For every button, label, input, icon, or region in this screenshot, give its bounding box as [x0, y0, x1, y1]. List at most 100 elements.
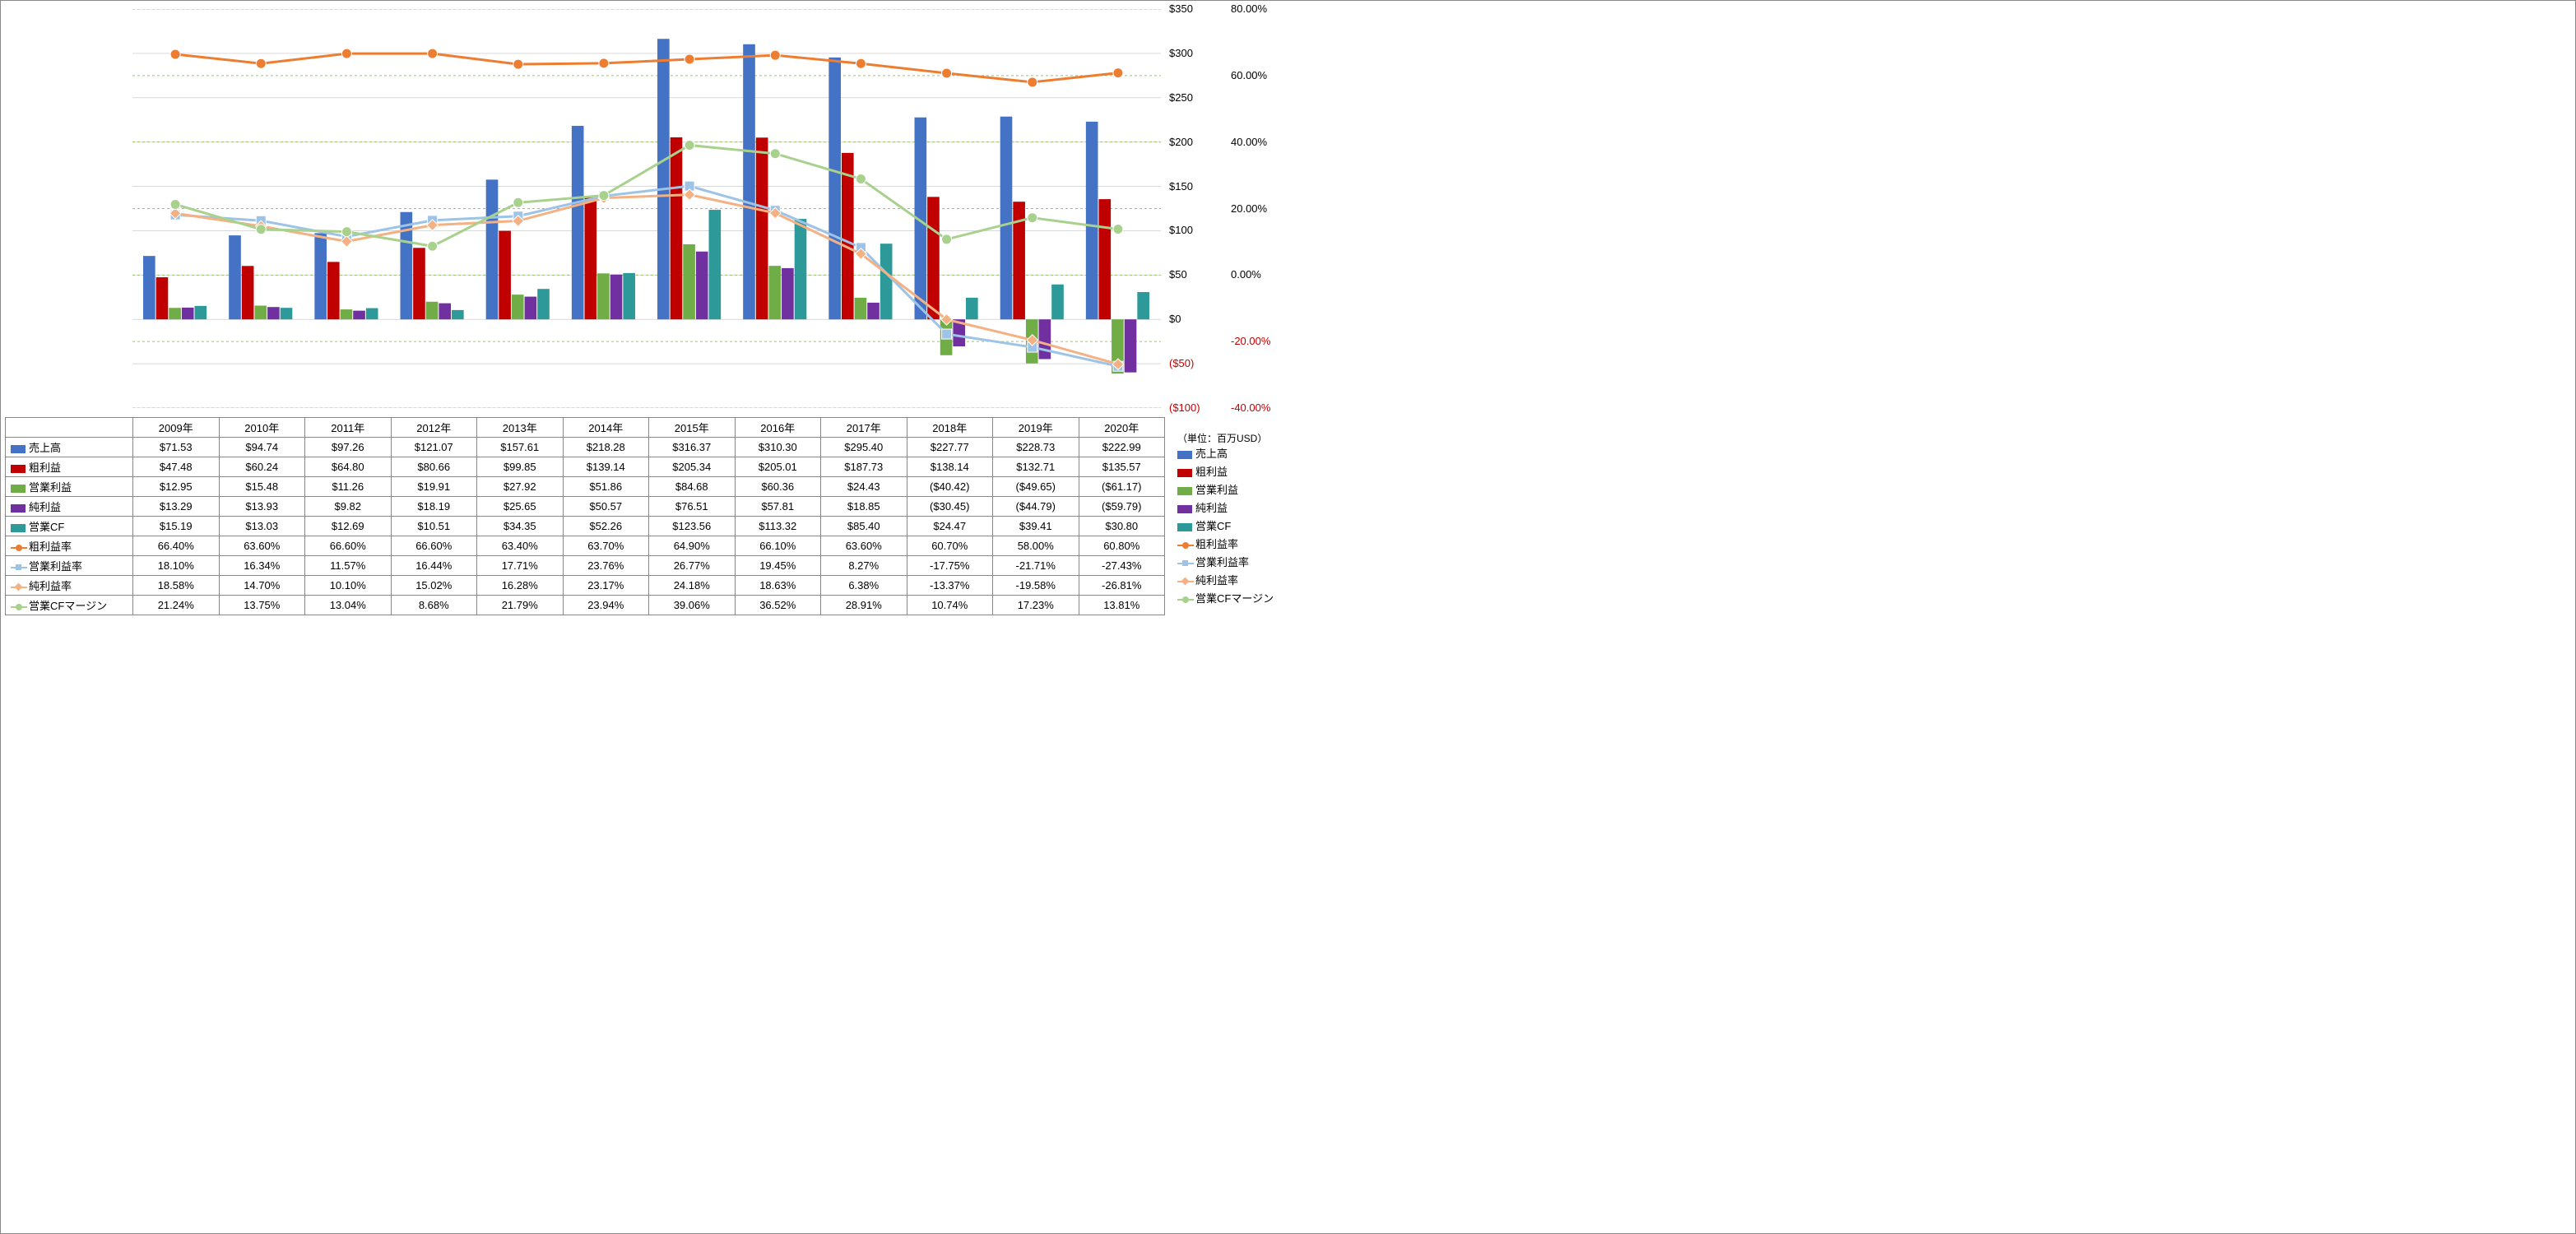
unit-label: （単位：百万USD） [1177, 431, 1267, 445]
row-label-cfm: 営業CFマージン [6, 596, 133, 615]
y-left-tick: $150 [1169, 180, 1193, 193]
row-label-net: 純利益 [6, 497, 133, 517]
marker-cfm [856, 174, 866, 183]
cell: 18.58% [133, 576, 220, 596]
marker-cfm [942, 234, 952, 244]
bar-net [439, 304, 451, 320]
cell: $218.28 [563, 438, 649, 457]
cell: -27.43% [1079, 556, 1165, 576]
legend-item-revenue: 売上高 [1177, 445, 1284, 463]
cell: $18.85 [821, 497, 907, 517]
marker-gm [599, 58, 609, 68]
y-left-tick: $300 [1169, 47, 1193, 59]
cell: 15.02% [391, 576, 477, 596]
cell: 63.60% [219, 536, 305, 556]
bar-ocf [623, 273, 635, 319]
cell: 16.34% [219, 556, 305, 576]
cell: 39.06% [649, 596, 736, 615]
bar-revenue [143, 256, 155, 319]
bar-revenue [229, 235, 241, 319]
legend-label: 粗利益率 [1195, 538, 1238, 550]
cell: $60.36 [735, 477, 821, 497]
cell: 66.40% [133, 536, 220, 556]
cell: $50.57 [563, 497, 649, 517]
year-header: 2016年 [735, 418, 821, 438]
bar-revenue [486, 179, 499, 319]
bar-op [683, 244, 695, 319]
y-left-tick: $100 [1169, 224, 1193, 236]
bar-revenue [314, 233, 327, 319]
bar-op [169, 308, 181, 319]
bar-gross [242, 266, 254, 319]
marker-gm [428, 49, 438, 58]
cell: 11.57% [305, 556, 392, 576]
chart-plot-area [132, 9, 1161, 408]
year-header: 2009年 [133, 418, 220, 438]
cell: $15.19 [133, 517, 220, 536]
cell: $15.48 [219, 477, 305, 497]
cell: $19.91 [391, 477, 477, 497]
cell: 8.68% [391, 596, 477, 615]
cell: 17.23% [993, 596, 1079, 615]
cell: ($44.79) [993, 497, 1079, 517]
cell: 60.80% [1079, 536, 1165, 556]
cell: $11.26 [305, 477, 392, 497]
legend-item-om: 営業利益率 [1177, 554, 1284, 572]
marker-cfm [170, 199, 180, 209]
y-left-tick: $50 [1169, 268, 1187, 281]
year-header: 2018年 [907, 418, 993, 438]
cell: $57.81 [735, 497, 821, 517]
cell: $85.40 [821, 517, 907, 536]
cell: -26.81% [1079, 576, 1165, 596]
bar-gross [842, 153, 854, 319]
legend-item-cfm: 営業CFマージン [1177, 590, 1284, 608]
cell: 16.28% [477, 576, 564, 596]
cell: 36.52% [735, 596, 821, 615]
bar-net [1125, 319, 1137, 372]
cell: $121.07 [391, 438, 477, 457]
marker-cfm [341, 227, 351, 237]
cell: $13.03 [219, 517, 305, 536]
cell: $30.80 [1079, 517, 1165, 536]
cell: $27.92 [477, 477, 564, 497]
row-label-om: 営業利益率 [6, 556, 133, 576]
cell: $132.71 [993, 457, 1079, 477]
cell: $51.86 [563, 477, 649, 497]
cell: 21.24% [133, 596, 220, 615]
cell: 16.44% [391, 556, 477, 576]
row-label-revenue: 売上高 [6, 438, 133, 457]
bar-op [512, 295, 524, 319]
y-right-tick: -40.00% [1231, 401, 1270, 414]
year-header: 2017年 [821, 418, 907, 438]
row-label-gm: 粗利益率 [6, 536, 133, 556]
series-label: 粗利益 [29, 462, 61, 474]
y-left-tick: $250 [1169, 91, 1193, 104]
bar-ocf [1137, 292, 1149, 319]
cell: ($40.42) [907, 477, 993, 497]
bar-ocf [966, 298, 978, 319]
bar-gross [927, 197, 940, 319]
bar-ocf [281, 308, 293, 319]
series-label: 営業利益 [29, 481, 72, 494]
bar-ocf [880, 244, 893, 319]
legend-label: 営業利益率 [1195, 556, 1249, 568]
series-label: 売上高 [29, 442, 61, 454]
marker-gm [341, 49, 351, 58]
cell: 26.77% [649, 556, 736, 576]
bar-op [341, 309, 353, 319]
year-header: 2019年 [993, 418, 1079, 438]
cell: $39.41 [993, 517, 1079, 536]
y-left-tick: ($50) [1169, 357, 1194, 369]
cell: 8.27% [821, 556, 907, 576]
cell: 17.71% [477, 556, 564, 576]
cell: ($59.79) [1079, 497, 1165, 517]
bar-ocf [1051, 285, 1064, 319]
cell: $13.93 [219, 497, 305, 517]
bar-revenue [1000, 117, 1013, 320]
cell: 19.45% [735, 556, 821, 576]
cell: $52.26 [563, 517, 649, 536]
row-label-gross: 粗利益 [6, 457, 133, 477]
y-left-tick: $0 [1169, 313, 1181, 325]
marker-gm [1113, 68, 1123, 78]
cell: $157.61 [477, 438, 564, 457]
